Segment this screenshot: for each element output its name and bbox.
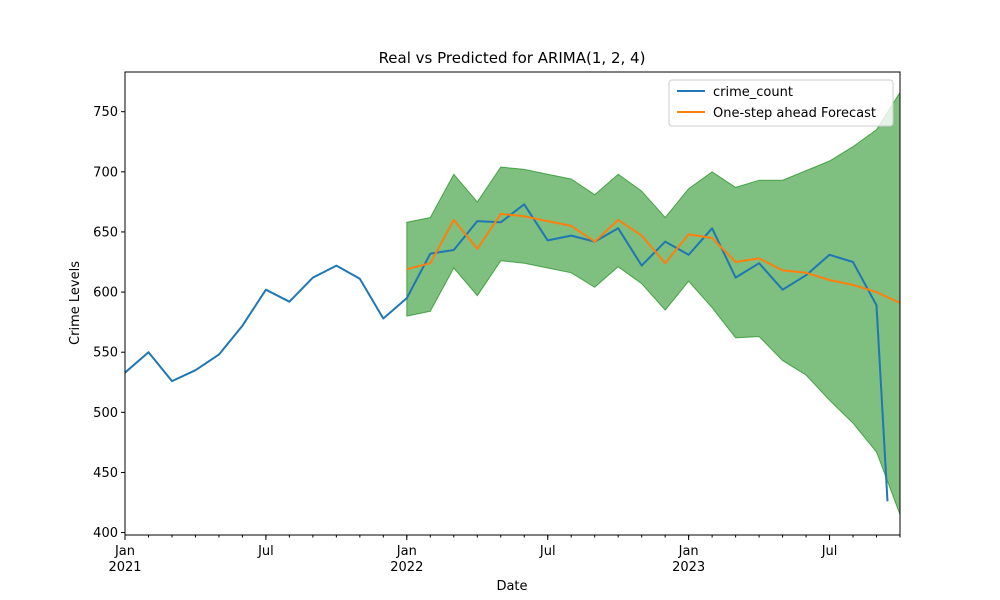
- x-tick-label: Jan: [396, 544, 417, 559]
- y-tick-label: 500: [93, 406, 118, 421]
- x-tick-label: Jul: [821, 544, 838, 559]
- plot-frame: [124, 71, 901, 536]
- axes-layer: [124, 71, 901, 536]
- y-tick-label: 750: [93, 105, 118, 120]
- y-tick-label: 450: [93, 466, 118, 481]
- y-tick-label: 650: [93, 225, 118, 240]
- series-line-forecast: [406, 212, 901, 304]
- legend-label-forecast: One-step ahead Forecast: [713, 106, 876, 121]
- y-axis-title: Crime Levels: [68, 261, 83, 345]
- y-tick-label: 400: [93, 526, 118, 541]
- confidence-band-layer: [406, 90, 901, 515]
- legend-label-crime-count: crime_count: [713, 85, 793, 100]
- series-line-crime-count: [124, 203, 889, 502]
- x-tick-year-label: 2023: [672, 560, 705, 575]
- x-tick-year-label: 2022: [390, 560, 423, 575]
- x-tick-label: Jul: [257, 544, 274, 559]
- y-tick-label: 600: [93, 286, 118, 301]
- x-tick-year-label: 2021: [108, 560, 141, 575]
- y-tick-label: 700: [93, 165, 118, 180]
- legend-box: [668, 79, 894, 127]
- x-tick-label: Jan: [114, 544, 135, 559]
- series-layer: [124, 203, 901, 502]
- x-tick-label: Jul: [539, 544, 556, 559]
- legend: crime_count One-step ahead Forecast: [668, 79, 894, 127]
- y-tick-label: 550: [93, 346, 118, 361]
- x-tick-label: Jan: [678, 544, 699, 559]
- confidence-band: [406, 90, 901, 515]
- x-axis-title: Date: [496, 579, 527, 594]
- chart-title: Real vs Predicted for ARIMA(1, 2, 4): [379, 49, 646, 67]
